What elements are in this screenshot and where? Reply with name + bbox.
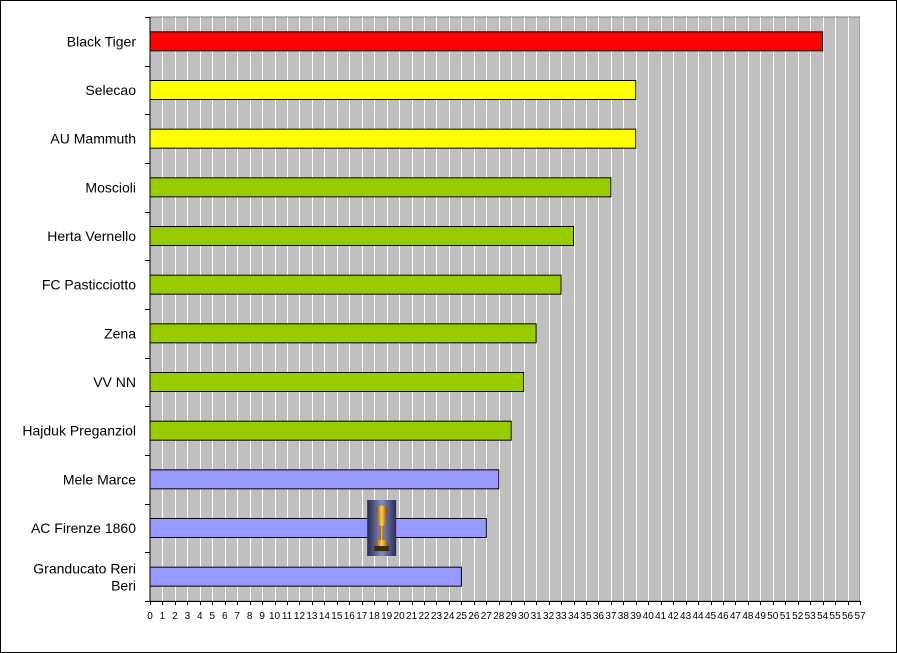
x-tick-label: 18 [369, 611, 381, 622]
x-tick-label: 39 [630, 611, 642, 622]
x-tick-label: 2 [172, 611, 178, 622]
x-tick-label: 43 [680, 611, 692, 622]
x-tick-label: 50 [767, 611, 779, 622]
x-tick-label: 14 [319, 611, 331, 622]
x-tick-label: 11 [282, 611, 293, 622]
x-tick-label: 16 [344, 611, 356, 622]
x-tick-label: 24 [443, 611, 455, 622]
category-label: Zena [104, 325, 136, 341]
x-tick-label: 15 [331, 611, 343, 622]
bar [149, 80, 637, 100]
x-tick-label: 34 [568, 611, 580, 622]
x-tick-label: 30 [518, 611, 530, 622]
x-tick-label: 57 [854, 611, 866, 622]
x-tick-label: 31 [531, 611, 543, 622]
x-tick-label: 19 [381, 611, 393, 622]
x-tick-label: 8 [247, 611, 253, 622]
bar [149, 420, 512, 441]
x-tick-label: 32 [543, 611, 555, 622]
x-tick-label: 46 [717, 611, 729, 622]
category-label: Moscioli [85, 179, 136, 195]
x-tick-label: 41 [655, 611, 667, 622]
x-tick-label: 4 [197, 611, 203, 622]
x-tick-label: 1 [160, 611, 166, 622]
x-tick-label: 36 [593, 611, 605, 622]
bar [149, 177, 612, 198]
bar [149, 274, 562, 295]
x-tick-label: 29 [506, 611, 518, 622]
x-tick-label: 9 [259, 611, 265, 622]
x-tick-label: 55 [830, 611, 842, 622]
x-tick-label: 42 [668, 611, 680, 622]
x-tick-label: 3 [185, 611, 191, 622]
x-tick-label: 28 [493, 611, 505, 622]
x-tick-label: 48 [742, 611, 754, 622]
bar [149, 518, 487, 538]
category-label: AC Firenze 1860 [31, 520, 136, 536]
x-tick-label: 17 [356, 611, 368, 622]
x-tick-label: 25 [456, 611, 468, 622]
x-tick-label: 0 [147, 611, 153, 622]
x-tick-label: 22 [418, 611, 430, 622]
bar [149, 31, 824, 52]
x-tick-label: 7 [234, 611, 240, 622]
category-label: Herta Vernello [47, 228, 136, 244]
x-tick-label: 26 [468, 611, 480, 622]
x-tick-label: 47 [730, 611, 742, 622]
plot-area [149, 16, 861, 602]
category-label: Selecao [85, 82, 136, 98]
x-tick-label: 45 [705, 611, 717, 622]
x-tick-label: 49 [755, 611, 767, 622]
category-label: Hajduk Preganziol [22, 423, 136, 439]
x-tick-label: 23 [431, 611, 443, 622]
x-tick-label: 56 [842, 611, 854, 622]
x-tick-label: 37 [605, 611, 617, 622]
category-label: FC Pasticciotto [42, 277, 136, 293]
category-label: Granducato Reri Beri [33, 561, 136, 594]
x-tick-label: 35 [580, 611, 592, 622]
x-tick-label: 6 [222, 611, 228, 622]
x-tick-label: 10 [269, 611, 281, 622]
x-tick-label: 21 [406, 611, 418, 622]
trophy-plinth [374, 546, 390, 551]
bar [149, 226, 575, 246]
x-tick-label: 20 [394, 611, 406, 622]
trophy-base [375, 540, 389, 546]
x-tick-label: 12 [294, 611, 306, 622]
category-label: AU Mammuth [50, 131, 136, 147]
x-tick-label: 38 [618, 611, 630, 622]
bar [149, 323, 537, 344]
trophy-cup [376, 505, 388, 526]
bar [149, 128, 637, 149]
x-tick-label: 40 [643, 611, 655, 622]
x-tick-label: 5 [209, 611, 215, 622]
category-label: Black Tiger [67, 33, 137, 49]
x-tick-label: 51 [780, 611, 792, 622]
category-label: VV NN [93, 374, 136, 390]
x-tick-label: 33 [555, 611, 567, 622]
x-tick-label: 53 [805, 611, 817, 622]
x-tick-label: 52 [792, 611, 804, 622]
x-tick-label: 13 [306, 611, 318, 622]
x-tick-label: 54 [817, 611, 829, 622]
x-tick-label: 27 [481, 611, 493, 622]
bar [149, 566, 462, 587]
trophy-stem [380, 526, 384, 540]
bar [149, 469, 500, 490]
trophy-icon [367, 500, 397, 556]
bar [149, 372, 525, 392]
category-label: Mele Marce [63, 471, 136, 487]
x-tick-label: 44 [693, 611, 705, 622]
